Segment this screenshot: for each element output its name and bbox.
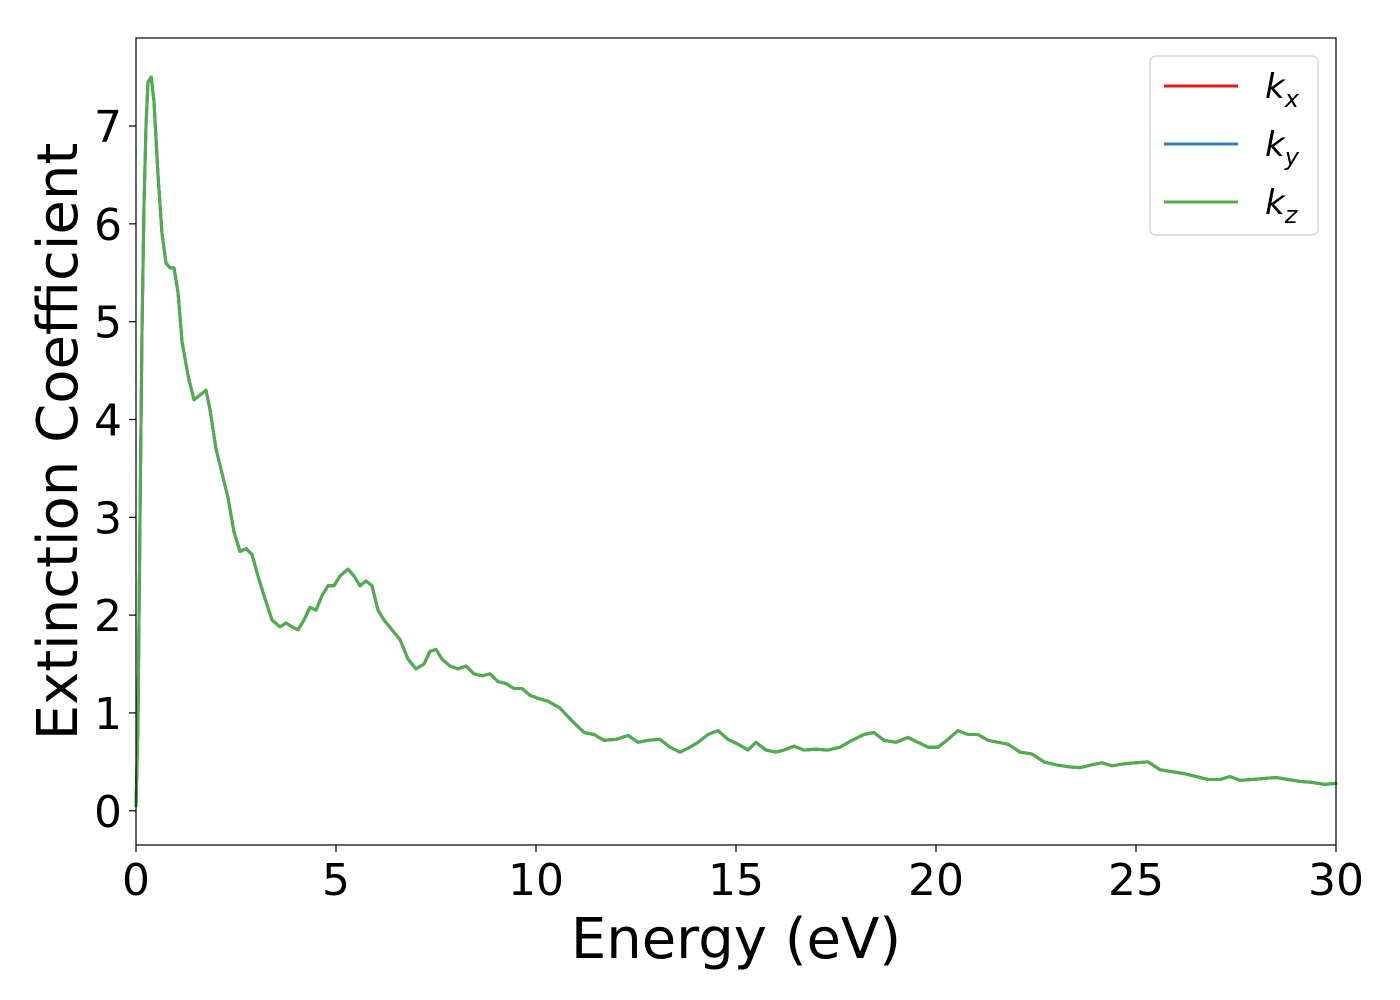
- x-tick-label: 30: [1308, 855, 1364, 906]
- legend-label-ky: ky: [1265, 125, 1300, 171]
- y-tick-label: 2: [94, 591, 122, 642]
- y-axis-ticks: 0 1 2 3 4 5 6 7: [94, 102, 136, 838]
- legend-label-base: k: [1265, 125, 1286, 165]
- x-tick-label: 5: [322, 855, 350, 906]
- x-tick-label: 10: [508, 855, 564, 906]
- y-tick-label: 6: [94, 200, 122, 251]
- y-tick-label: 5: [94, 298, 122, 349]
- legend-label-kx: kx: [1265, 67, 1300, 113]
- legend-label-base: k: [1265, 183, 1286, 223]
- series-layer: [134, 75, 1338, 808]
- y-tick-label: 1: [94, 689, 122, 740]
- y-tick-label: 3: [94, 493, 122, 544]
- x-tick-label: 15: [708, 855, 764, 906]
- x-tick-label: 20: [908, 855, 964, 906]
- plot-area: [136, 38, 1336, 845]
- x-tick-label: 25: [1108, 855, 1164, 906]
- y-tick-label: 4: [94, 395, 122, 446]
- y-tick-label: 0: [94, 787, 122, 838]
- y-tick-label: 7: [94, 102, 122, 153]
- x-axis-label: Energy (eV): [571, 907, 901, 972]
- legend-label-subscript: x: [1284, 85, 1300, 113]
- legend-label-base: k: [1265, 67, 1286, 107]
- y-axis-label: Extinction Coefficient: [26, 143, 91, 741]
- legend-label-subscript: z: [1284, 201, 1299, 229]
- series-line-k-z: [134, 75, 1338, 808]
- x-tick-label: 0: [122, 855, 150, 906]
- legend-label-subscript: y: [1284, 143, 1300, 171]
- legend-label-kz: kz: [1265, 183, 1299, 229]
- x-axis-ticks: 0 5 10 15 20 25 30: [122, 845, 1364, 906]
